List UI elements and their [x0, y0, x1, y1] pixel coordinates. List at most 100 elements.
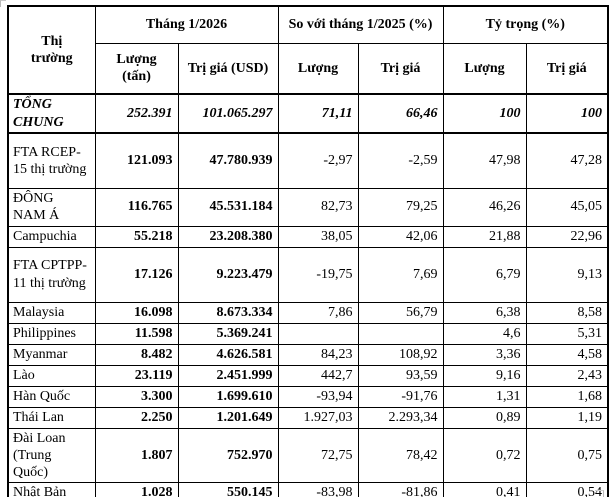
value-cell: [357, 322, 444, 345]
value-cell: 17.126: [94, 246, 179, 303]
value-cell: 2.293,34: [357, 406, 444, 429]
table-row: ĐÔNG NAM Á 116.765 45.531.184 82,73 79,25 46,…: [7, 187, 609, 227]
trade-table: Thị trường Tháng 1/2026 So với tháng 1/2…: [7, 5, 610, 497]
value-cell: 108,92: [357, 343, 444, 366]
value-cell: 1.201.649: [177, 406, 279, 429]
value-cell: 6,38: [442, 301, 527, 324]
value-cell: 5.369.241: [177, 322, 279, 345]
value-cell: 0,41: [442, 481, 527, 497]
header-month-value: Trị giá (USD): [177, 42, 279, 95]
table-body: TỔNG CHUNG 252.391 101.065.297 71,11 66,46 10…: [7, 93, 609, 497]
value-cell: 8.673.334: [177, 301, 279, 324]
header-market: Thị trường: [7, 5, 96, 95]
header-group-row: Thị trường Tháng 1/2026 So với tháng 1/2…: [7, 5, 609, 95]
header-share-quantity: Lượng: [442, 42, 527, 95]
value-cell: 0,54: [525, 481, 609, 497]
value-cell: 9,13: [525, 246, 609, 303]
header-share-value: Trị giá: [525, 42, 609, 95]
value-cell: -19,75: [277, 246, 359, 303]
market-name-cell: Thái Lan: [7, 406, 96, 429]
table-row: Lào 23.119 2.451.999 442,7 93,59 9,16 2,43: [7, 364, 609, 387]
value-cell: 1.028: [94, 481, 179, 497]
table-row: Đài Loan (Trung Quốc) 1.807 752.970 72,75 78…: [7, 427, 609, 483]
value-cell: 38,05: [277, 225, 359, 248]
value-cell: 1.927,03: [277, 406, 359, 429]
value-cell: 550.145: [177, 481, 279, 497]
value-cell: 66,46: [357, 93, 444, 134]
value-cell: 2,43: [525, 364, 609, 387]
header-group-share: Tỷ trọng (%): [442, 5, 609, 44]
market-name-cell: ĐÔNG NAM Á: [7, 187, 96, 227]
value-cell: 121.093: [94, 132, 179, 189]
value-cell: 79,25: [357, 187, 444, 227]
value-cell: -91,76: [357, 385, 444, 408]
value-cell: 84,23: [277, 343, 359, 366]
value-cell: 442,7: [277, 364, 359, 387]
value-cell: [277, 322, 359, 345]
value-cell: 4.626.581: [177, 343, 279, 366]
value-cell: -2,59: [357, 132, 444, 189]
value-cell: 8,58: [525, 301, 609, 324]
value-cell: 100: [442, 93, 527, 134]
value-cell: 0,75: [525, 427, 609, 483]
value-cell: 45,05: [525, 187, 609, 227]
value-cell: 252.391: [94, 93, 179, 134]
value-cell: 56,79: [357, 301, 444, 324]
value-cell: 47,28: [525, 132, 609, 189]
page-corner-mark-top-left: [0, 0, 6, 7]
market-name-cell: TỔNG CHUNG: [7, 93, 96, 134]
value-cell: 0,72: [442, 427, 527, 483]
market-name-cell: Campuchia: [7, 225, 96, 248]
table-row: Campuchia 55.218 23.208.380 38,05 42,06 21,88…: [7, 225, 609, 248]
table-end-mark: [595, 490, 604, 497]
value-cell: 1.699.610: [177, 385, 279, 408]
value-cell: -93,94: [277, 385, 359, 408]
value-cell: 3,36: [442, 343, 527, 366]
table-row: Hàn Quốc 3.300 1.699.610 -93,94 -91,76 1,31 1,…: [7, 385, 609, 408]
value-cell: 1,31: [442, 385, 527, 408]
market-name-cell: FTA CPTPP-11 thị trường: [7, 246, 96, 303]
value-cell: 116.765: [94, 187, 179, 227]
value-cell: 71,11: [277, 93, 359, 134]
value-cell: 16.098: [94, 301, 179, 324]
value-cell: 9,16: [442, 364, 527, 387]
value-cell: -2,97: [277, 132, 359, 189]
value-cell: 2.451.999: [177, 364, 279, 387]
market-name-cell: Lào: [7, 364, 96, 387]
value-cell: 752.970: [177, 427, 279, 483]
value-cell: 21,88: [442, 225, 527, 248]
value-cell: 11.598: [94, 322, 179, 345]
value-cell: 55.218: [94, 225, 179, 248]
table-row: Myanmar 8.482 4.626.581 84,23 108,92 3,36 4,58: [7, 343, 609, 366]
value-cell: 23.119: [94, 364, 179, 387]
table-row: FTA RCEP-15 thị trường 121.093 47.780.939-…: [7, 132, 609, 189]
market-name-cell: Hàn Quốc: [7, 385, 96, 408]
value-cell: 72,75: [277, 427, 359, 483]
value-cell: 1.807: [94, 427, 179, 483]
table-header: Thị trường Tháng 1/2026 So với tháng 1/2…: [7, 5, 609, 95]
value-cell: 7,69: [357, 246, 444, 303]
value-cell: 42,06: [357, 225, 444, 248]
header-group-month: Tháng 1/2026: [94, 5, 279, 44]
header-sub-row: Lượng (tấn) Trị giá (USD) Lượng Trị giá …: [8, 42, 609, 95]
value-cell: 0,89: [442, 406, 527, 429]
market-name-cell: Nhật Bản: [7, 481, 96, 497]
table-row: Malaysia 16.098 8.673.334 7,86 56,79 6,38 8,58: [7, 301, 609, 324]
market-name-cell: Philippines: [7, 322, 96, 345]
market-name-cell: Myanmar: [7, 343, 96, 366]
value-cell: 22,96: [525, 225, 609, 248]
value-cell: 4,6: [442, 322, 527, 345]
value-cell: -81,86: [357, 481, 444, 497]
value-cell: 23.208.380: [177, 225, 279, 248]
table-row: Thái Lan 2.250 1.201.649 1.927,03 2.293,34 0,…: [7, 406, 609, 429]
value-cell: 47.780.939: [177, 132, 279, 189]
value-cell: 5,31: [525, 322, 609, 345]
table-row: TỔNG CHUNG 252.391 101.065.297 71,11 66,46 10…: [7, 93, 609, 134]
market-name-cell: FTA RCEP-15 thị trường: [7, 132, 96, 189]
value-cell: 45.531.184: [177, 187, 279, 227]
value-cell: 46,26: [442, 187, 527, 227]
market-name-cell: Malaysia: [7, 301, 96, 324]
value-cell: 101.065.297: [177, 93, 279, 134]
value-cell: 8.482: [94, 343, 179, 366]
header-compare-quantity: Lượng: [277, 42, 359, 95]
